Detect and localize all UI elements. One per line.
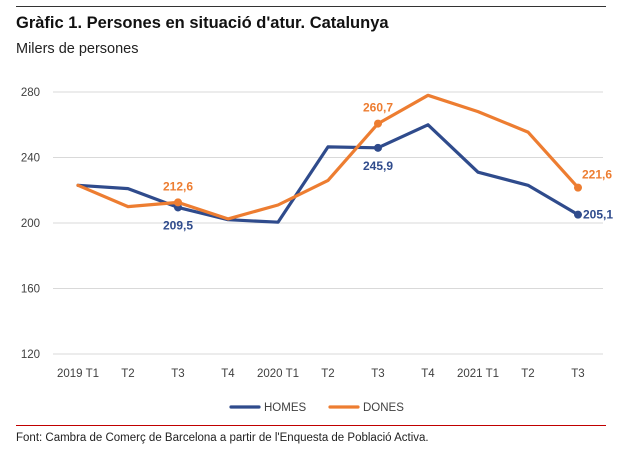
x-tick-label: T3 xyxy=(571,368,584,380)
y-tick-label: 280 xyxy=(21,87,40,99)
data-point-dones xyxy=(374,119,382,128)
y-tick-label: 120 xyxy=(21,349,40,361)
gridlines xyxy=(53,91,603,355)
top-rule xyxy=(16,6,606,7)
x-tick-label: T2 xyxy=(521,368,534,380)
x-tick-label: T4 xyxy=(421,368,435,380)
data-point-dones xyxy=(174,198,182,207)
series-lines xyxy=(76,93,582,224)
data-label: 260,7 xyxy=(363,101,393,115)
x-tick-label: 2021 T1 xyxy=(457,368,499,380)
x-tick-label: T2 xyxy=(121,368,134,380)
data-label: 245,9 xyxy=(363,159,393,173)
y-tick-label: 200 xyxy=(21,218,40,230)
x-tick-label: T2 xyxy=(321,368,334,380)
bottom-rule xyxy=(16,425,606,426)
legend-label-dones: DONES xyxy=(363,402,404,414)
data-labels: 209,5 212,6 245,9 260,7 205,1 221,6 xyxy=(163,101,613,233)
y-axis-ticks: 120 160 200 240 280 xyxy=(21,87,40,361)
data-label: 209,5 xyxy=(163,218,193,232)
chart-subtitle: Milers de persones xyxy=(16,41,139,57)
series-line-homes xyxy=(76,123,580,224)
data-point-homes xyxy=(574,210,582,219)
series-line-dones xyxy=(76,93,580,221)
data-point-dones xyxy=(574,183,582,192)
data-label: 221,6 xyxy=(582,168,612,182)
data-point-homes xyxy=(374,143,382,152)
y-tick-label: 240 xyxy=(21,153,40,165)
x-tick-label: 2019 T1 xyxy=(57,368,99,380)
x-tick-label: T3 xyxy=(171,368,184,380)
y-tick-label: 160 xyxy=(21,284,40,296)
data-label: 205,1 xyxy=(583,208,613,222)
data-label: 212,6 xyxy=(163,179,193,193)
x-tick-label: T4 xyxy=(221,368,235,380)
legend-label-homes: HOMES xyxy=(264,402,307,414)
x-tick-label: T3 xyxy=(371,368,384,380)
legend: HOMES DONES xyxy=(229,402,404,414)
source-note: Font: Cambra de Comerç de Barcelona a pa… xyxy=(16,432,429,444)
x-tick-label: 2020 T1 xyxy=(257,368,299,380)
x-axis-ticks: 2019 T1 T2 T3 T4 2020 T1 T2 T3 T4 2021 T1 T2 T3 xyxy=(57,368,585,380)
chart-title: Gràfic 1. Persones en situació d'atur. C… xyxy=(16,14,389,32)
